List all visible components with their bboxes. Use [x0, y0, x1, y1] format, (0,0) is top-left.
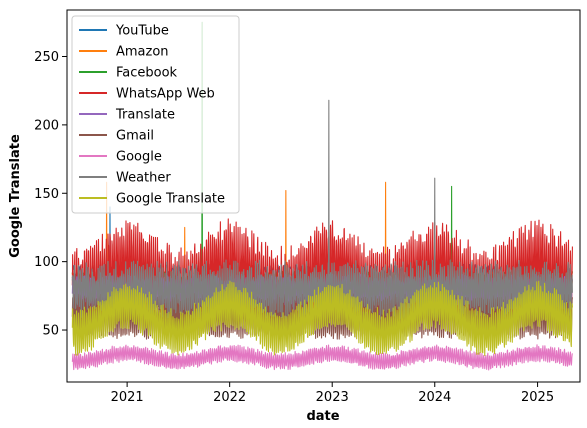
legend-box — [71, 15, 240, 214]
y-axis: 50 100 150 200 250 — [34, 50, 67, 339]
x-tick-label: 2025 — [521, 390, 554, 405]
legend-label-weather: Weather — [116, 171, 171, 186]
y-axis-label: Google Translate — [8, 134, 23, 258]
legend-label-gmail: Gmail — [116, 129, 154, 144]
y-tick-label: 50 — [42, 324, 59, 339]
series-line-google — [71, 344, 573, 371]
y-tick-label: 250 — [34, 50, 59, 65]
y-tick-label: 150 — [34, 187, 59, 202]
legend-label-amazon: Amazon — [116, 45, 169, 60]
plot-area — [71, 21, 573, 371]
legend-label-youtube: YouTube — [115, 24, 169, 39]
x-tick-label: 2022 — [213, 390, 246, 405]
legend-label-translate: Translate — [115, 108, 175, 123]
legend-label-whatsapp-web: WhatsApp Web — [116, 87, 215, 102]
axes-frame — [66, 9, 581, 383]
legend: YouTube Amazon Facebook WhatsApp Web Transla… — [71, 15, 240, 214]
x-tick-label: 2023 — [316, 390, 349, 405]
x-tick-label: 2021 — [111, 390, 144, 405]
series-line-google-translate — [71, 280, 573, 357]
y-tick-label: 100 — [34, 255, 59, 270]
x-axis-label: date — [306, 409, 339, 424]
legend-label-facebook: Facebook — [116, 66, 178, 81]
x-tick-label: 2024 — [418, 390, 451, 405]
series-line-weather — [71, 99, 573, 320]
y-tick-label: 200 — [34, 118, 59, 133]
x-axis: 2021 2022 2023 2024 2025 — [111, 382, 554, 405]
legend-label-google-translate: Google Translate — [116, 192, 225, 207]
legend-label-google: Google — [116, 150, 162, 165]
